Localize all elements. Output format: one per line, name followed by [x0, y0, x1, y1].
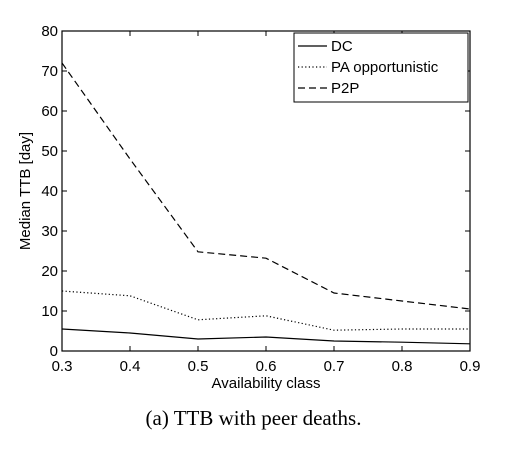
y-tick-label: 30: [41, 223, 58, 240]
figure-caption: (a) TTB with peer deaths.: [145, 406, 362, 430]
x-tick-label: 0.7: [324, 358, 345, 375]
series-line-p2p: [61, 62, 471, 310]
y-tick-label: 20: [41, 263, 58, 280]
x-tick-label: 0.9: [460, 358, 481, 375]
y-axis-title: Median TTB [day]: [17, 132, 34, 250]
legend-label: PA opportunistic: [331, 59, 439, 76]
series-line-pa-opportunistic: [61, 290, 470, 331]
legend-label: P2P: [331, 80, 359, 97]
x-axis-title: Availability class: [212, 375, 321, 392]
x-tick-label: 0.8: [392, 358, 413, 375]
legend: DC PA opportunistic P2P: [293, 32, 469, 103]
y-tick-label: 40: [41, 183, 58, 200]
y-tick-label: 0: [50, 343, 58, 360]
x-tick-label: 0.3: [52, 358, 73, 375]
y-tick-label: 10: [41, 303, 58, 320]
y-tick-label: 70: [41, 63, 58, 80]
legend-box: [293, 32, 469, 103]
plot-area: [61, 62, 471, 345]
legend-label: DC: [331, 38, 353, 55]
x-tick-label: 0.6: [256, 358, 277, 375]
y-tick-label: 50: [41, 143, 58, 160]
x-tick-label: 0.5: [188, 358, 209, 375]
x-tick-label: 0.4: [120, 358, 141, 375]
y-tick-label: 60: [41, 103, 58, 120]
y-tick-label: 80: [41, 23, 58, 40]
series-line-dc: [61, 328, 471, 345]
axis-ticks: 0.3 0.4 0.5 0.6 0.7 0.8 0.9 0 10 20 30 40 50 60 70 80: [41, 23, 480, 375]
